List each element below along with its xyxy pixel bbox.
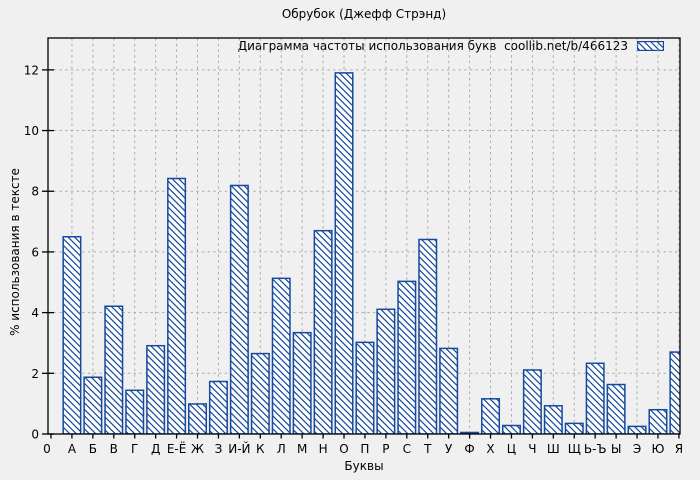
bar-Р (376, 308, 396, 434)
x-tick-Р: Р (382, 442, 389, 456)
x-tick-М: М (297, 442, 307, 456)
bar-Д (146, 344, 166, 434)
y-tick-12: 12 (24, 63, 39, 77)
x-tick-Б: Б (89, 442, 97, 456)
bar-И-Й (229, 184, 249, 434)
x-tick-В: В (110, 442, 118, 456)
x-tick-Н: Н (319, 442, 328, 456)
x-tick-Ш: Ш (547, 442, 560, 456)
bar-Н (313, 229, 333, 434)
bar-Я (669, 351, 680, 434)
y-tick-0: 0 (31, 428, 39, 442)
bar-Ж (188, 403, 208, 434)
axis-ticks (42, 69, 680, 439)
bar-Г (125, 389, 145, 434)
bar-Л (271, 277, 291, 434)
x-tick-П: П (360, 442, 369, 456)
bar-Щ (564, 422, 584, 434)
bars-group (62, 72, 680, 434)
chart-legend: Диаграмма частоты использования букв coo… (238, 39, 664, 53)
bar-А (62, 236, 82, 434)
legend-label: Диаграмма частоты использования букв coo… (237, 39, 628, 53)
gridlines (48, 38, 680, 434)
y-tick-8: 8 (31, 185, 39, 199)
bar-М (292, 331, 312, 434)
x-tick-Т: Т (423, 442, 432, 456)
bar-С (397, 280, 417, 434)
bar-Ч (522, 369, 542, 434)
bar-Х (481, 398, 501, 434)
x-tick-Д: Д (151, 442, 160, 456)
bar-Э (627, 425, 647, 434)
x-tick-Ы: Ы (611, 442, 622, 456)
x-tick-К: К (256, 442, 265, 456)
legend-hatch-swatch-icon (637, 41, 664, 51)
bar-Б (83, 376, 103, 434)
x-tick-Г: Г (131, 442, 138, 456)
x-tick-Щ: Щ (568, 442, 581, 456)
plot-border (47, 37, 681, 435)
bar-Ы (606, 383, 626, 434)
x-tick-У: У (445, 442, 453, 456)
bar-Е-Ё (167, 177, 187, 434)
x-tick-О: О (339, 442, 348, 456)
x-tick-origin: 0 (43, 442, 51, 456)
x-tick-И-Й: И-Й (228, 441, 250, 456)
x-tick-А: А (68, 442, 77, 456)
bar-Ц (501, 424, 521, 434)
bar-Ш (543, 405, 563, 434)
bar-Ь-Ъ (585, 362, 605, 434)
x-tick-З: З (215, 442, 223, 456)
bar-Т (418, 238, 438, 434)
x-tick-Е-Ё: Е-Ё (167, 441, 187, 456)
bar-Ю (648, 408, 668, 434)
x-tick-С: С (403, 442, 411, 456)
x-tick-Э: Э (633, 442, 641, 456)
bar-У (439, 347, 459, 434)
bar-З (208, 380, 228, 434)
y-tick-2: 2 (31, 367, 39, 381)
x-tick-Ю: Ю (651, 442, 664, 456)
x-tick-Ц: Ц (507, 442, 516, 456)
x-tick-Ь-Ъ: Ь-Ъ (584, 442, 607, 456)
y-tick-4: 4 (31, 306, 39, 320)
x-tick-Ч: Ч (528, 442, 536, 456)
y-tick-10: 10 (24, 124, 39, 138)
bar-О (334, 72, 354, 434)
x-tick-Л: Л (277, 442, 286, 456)
x-tick-Х: Х (486, 442, 494, 456)
x-tick-labels: 0 А Б В Г Д Е-Ё Ж З И-Й К Л М Н О П Р С Т У Ф Х Ц Ч Ш Щ Ь-Ъ Ы Э Ю Я (43, 441, 683, 456)
x-tick-Ж: Ж (191, 442, 204, 456)
x-tick-Я: Я (675, 442, 683, 456)
bar-В (104, 305, 124, 434)
chart-title: Обрубок (Джефф Стрэнд) (281, 7, 447, 21)
y-tick-labels: 0 2 4 6 8 10 12 (24, 63, 39, 441)
x-tick-Ф: Ф (464, 442, 474, 456)
x-axis-label: Буквы (344, 459, 384, 473)
bar-П (355, 341, 375, 434)
y-tick-6: 6 (31, 245, 39, 259)
bar-К (250, 352, 270, 434)
